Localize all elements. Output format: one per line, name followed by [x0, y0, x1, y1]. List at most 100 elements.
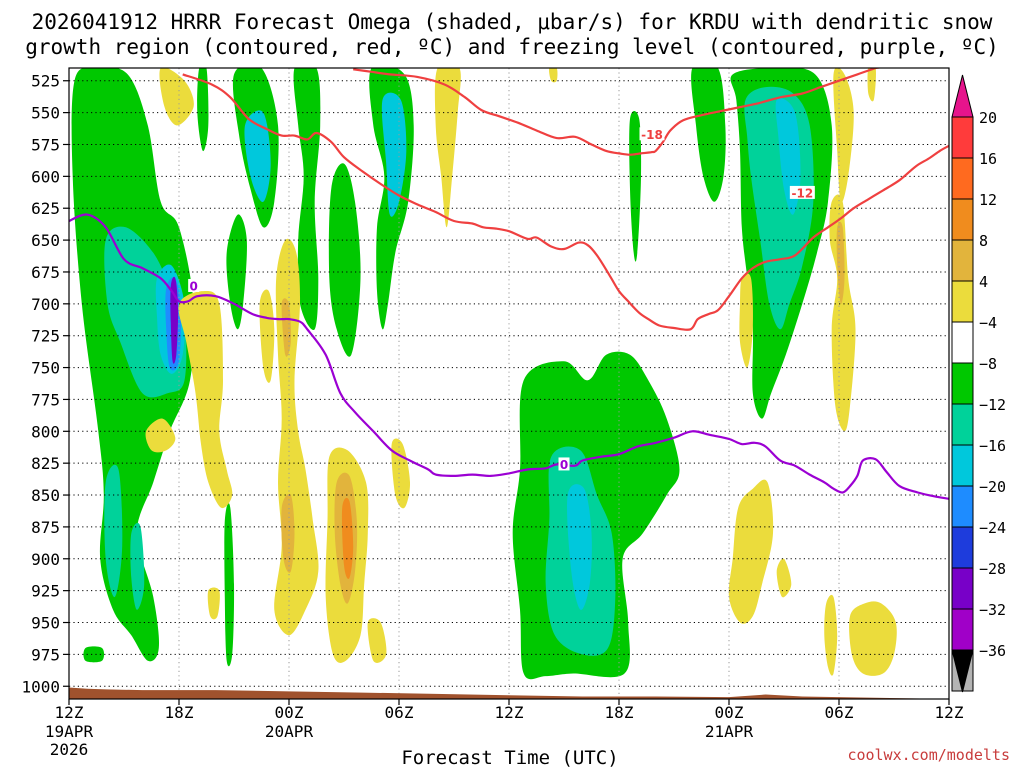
- colorbar-swatch: [951, 567, 974, 610]
- omega-region-40: [739, 273, 754, 368]
- colorbar-label: 16: [979, 150, 997, 168]
- gridlines: [69, 68, 949, 699]
- colorbar-swatch: [951, 362, 974, 405]
- colorbar-bottom-arrow: [951, 649, 974, 693]
- colorbar-label: 12: [979, 191, 997, 209]
- y-tick-label: 600: [31, 167, 60, 186]
- omega-region-14: [328, 163, 361, 357]
- colorbar-label: −16: [979, 437, 1006, 455]
- red-contour-2: [875, 68, 884, 70]
- y-tick-label: 725: [31, 327, 60, 346]
- y-tick-label: 700: [31, 295, 60, 314]
- y-tick-label: 575: [31, 135, 60, 154]
- omega-region-10: [244, 110, 271, 203]
- colorbar-label: −36: [979, 642, 1006, 660]
- y-tick-label: 1000: [21, 677, 60, 696]
- y-tick-label: 800: [31, 422, 60, 441]
- chart-title-line-1: 2026041912 HRRR Forecast Omega (shaded, …: [32, 10, 993, 34]
- x-tick-label: 06Z: [385, 703, 414, 722]
- omega-region-24: [775, 98, 801, 215]
- contour-labels: -18 -12 0 0: [188, 127, 815, 472]
- x-tick-label: 00Z: [275, 703, 304, 722]
- omega-region-28: [207, 587, 220, 620]
- colorbar-swatch: [951, 608, 974, 651]
- colorbar-label: −20: [979, 478, 1006, 496]
- y-tick-label: 900: [31, 550, 60, 569]
- omega-region-32: [281, 298, 291, 357]
- y-tick-label: 950: [31, 614, 60, 633]
- omega-region-7: [83, 646, 105, 663]
- y-tick-label: 625: [31, 199, 60, 218]
- y-tick-label: 550: [31, 104, 60, 123]
- x-date-label: 21APR: [705, 722, 754, 741]
- x-date-label: 20APR: [265, 722, 314, 741]
- x-tick-label: 00Z: [715, 703, 744, 722]
- omega-region-3: [130, 522, 145, 610]
- y-tick-label: 775: [31, 390, 60, 409]
- colorbar-label: 20: [979, 109, 997, 127]
- y-axis: 525 550 575 600 625 650 675 700 725 750 775 800 825 8…: [21, 72, 69, 696]
- freezing-label-1-bg: [188, 278, 200, 292]
- y-tick-label: 875: [31, 518, 60, 537]
- omega-region-36: [391, 438, 411, 509]
- y-tick-label: 525: [31, 72, 60, 91]
- x-tick-label: 18Z: [605, 703, 634, 722]
- omega-region-20: [629, 110, 642, 262]
- omega-region-42: [776, 558, 792, 598]
- colorbar-label: −28: [979, 560, 1006, 578]
- omega-region-47: [824, 594, 838, 676]
- y-tick-label: 975: [31, 645, 60, 664]
- freezing-level-contour: [69, 213, 949, 500]
- colorbar-label: 8: [979, 232, 988, 250]
- colorbar-swatch: [951, 526, 974, 569]
- omega-region-19: [567, 484, 592, 610]
- colorbar-swatch: [951, 116, 974, 159]
- y-tick-label: 750: [31, 359, 60, 378]
- colorbar-swatch: [951, 444, 974, 487]
- omega-region-39: [549, 68, 558, 83]
- omega-shading: [71, 68, 897, 680]
- omega-region-45: [836, 221, 845, 305]
- colorbar-label: −8: [979, 355, 997, 373]
- colorbar-top-arrow: [951, 74, 974, 118]
- terrain: [69, 687, 949, 699]
- colorbar-label: −32: [979, 601, 1006, 619]
- colorbar-label: 4: [979, 273, 988, 291]
- colorbar: 20 16 12 8 4 −4 −8 −12 −16 −20 −24 −28 −32 −36: [951, 74, 1006, 693]
- x-tick-label: 06Z: [825, 703, 854, 722]
- x-tick-label: 12Z: [55, 703, 84, 722]
- colorbar-swatch: [951, 321, 974, 364]
- x-axis-label: Forecast Time (UTC): [401, 747, 618, 768]
- x-tick-label: 12Z: [495, 703, 524, 722]
- y-tick-label: 825: [31, 454, 60, 473]
- colorbar-swatch: [951, 198, 974, 241]
- terrain-fill: [69, 687, 949, 699]
- x-year-label: 2026: [50, 740, 89, 759]
- colorbar-swatch: [951, 239, 974, 282]
- omega-region-12: [224, 503, 235, 667]
- omega-region-25: [159, 68, 194, 126]
- y-tick-label: 675: [31, 263, 60, 282]
- red-contour-1: [353, 68, 877, 156]
- x-date-label: 19APR: [45, 722, 94, 741]
- omega-region-44: [829, 194, 856, 432]
- colorbar-swatch: [951, 280, 974, 323]
- y-tick-label: 850: [31, 486, 60, 505]
- omega-region-26: [145, 418, 176, 453]
- omega-region-27: [178, 290, 233, 509]
- omega-region-37: [367, 618, 387, 663]
- omega-region-35: [341, 497, 354, 579]
- red-contour-label-0-bg: [639, 127, 665, 141]
- red-contour-0: [182, 73, 949, 331]
- omega-region-29: [259, 289, 275, 383]
- red-contour-label-1: -12: [791, 186, 813, 200]
- y-tick-label: 650: [31, 231, 60, 250]
- colorbar-swatch: [951, 485, 974, 528]
- omega-region-46: [867, 68, 876, 102]
- chart-title-line-2: growth region (contoured, red, ºC) and f…: [25, 35, 999, 59]
- x-tick-label: 12Z: [935, 703, 964, 722]
- omega-region-43: [833, 68, 854, 203]
- omega-region-38: [434, 68, 461, 228]
- omega-region-16: [381, 92, 407, 217]
